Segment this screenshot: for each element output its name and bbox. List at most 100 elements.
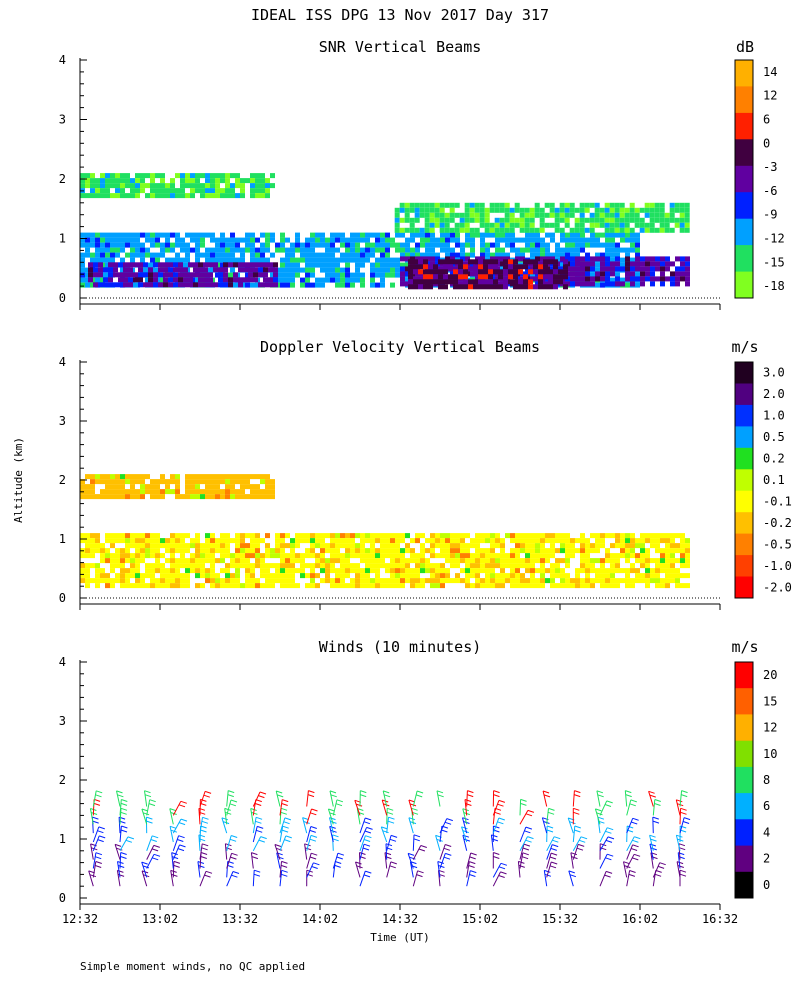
heatmap-cell (210, 563, 215, 569)
heatmap-cell (438, 269, 443, 275)
heatmap-cell (600, 558, 605, 564)
heatmap-cell (210, 247, 215, 253)
heatmap-cell (495, 247, 500, 253)
heatmap-cell (160, 242, 165, 248)
heatmap-cell (205, 489, 210, 495)
heatmap-cell (509, 217, 515, 223)
wind-barb (279, 799, 289, 816)
heatmap-cell (315, 282, 320, 288)
heatmap-cell (680, 261, 685, 267)
heatmap-cell (135, 489, 140, 495)
heatmap-cell (465, 568, 470, 574)
heatmap-cell (345, 573, 350, 579)
heatmap-cell (185, 558, 190, 564)
heatmap-cell (165, 193, 170, 199)
heatmap-cell (684, 212, 690, 218)
heatmap-cell (514, 222, 520, 228)
heatmap-cell (434, 217, 440, 223)
heatmap-cell (205, 484, 210, 490)
heatmap-cell (500, 256, 505, 262)
heatmap-cell (595, 256, 600, 262)
heatmap-cell (123, 282, 128, 288)
heatmap-cell (565, 548, 570, 554)
heatmap-cell (350, 232, 355, 238)
heatmap-cell (125, 578, 130, 584)
colorbar-swatch (735, 404, 753, 427)
heatmap-cell (105, 237, 110, 243)
heatmap-cell (455, 232, 460, 238)
heatmap-cell (634, 207, 640, 213)
heatmap-cell (424, 222, 430, 228)
heatmap-cell (560, 262, 565, 268)
heatmap-cell (280, 558, 285, 564)
heatmap-cell (660, 538, 665, 544)
heatmap-cell (609, 227, 615, 233)
heatmap-cell (473, 259, 478, 265)
heatmap-cell (150, 262, 155, 268)
heatmap-cell (200, 558, 205, 564)
heatmap-cell (240, 474, 245, 480)
heatmap-cell (375, 563, 380, 569)
heatmap-cell (469, 217, 475, 223)
heatmap-cell (185, 242, 190, 248)
heatmap-cell (649, 217, 655, 223)
heatmap-cell (453, 259, 458, 265)
colorbar-label: -15 (763, 255, 785, 269)
heatmap-cell (190, 237, 195, 243)
heatmap-cell (605, 548, 610, 554)
heatmap-cell (123, 267, 128, 273)
heatmap-cell (175, 558, 180, 564)
heatmap-cell (315, 262, 320, 268)
heatmap-cell (185, 489, 190, 495)
heatmap-cell (85, 237, 90, 243)
heatmap-cell (330, 272, 335, 278)
heatmap-cell (405, 247, 410, 253)
heatmap-cell (375, 237, 380, 243)
heatmap-cell (320, 242, 325, 248)
heatmap-cell (163, 277, 168, 283)
wind-barb (197, 861, 205, 878)
heatmap-cell (485, 563, 490, 569)
wind-barb (386, 834, 398, 851)
heatmap-cell (460, 558, 465, 564)
heatmap-cell (290, 583, 295, 589)
heatmap-cell (320, 262, 325, 268)
heatmap-cell (399, 217, 405, 223)
heatmap-cell (500, 568, 505, 574)
heatmap-cell (410, 256, 415, 262)
heatmap-cell (538, 269, 543, 275)
heatmap-cell (665, 261, 670, 267)
heatmap-cell (90, 193, 95, 199)
heatmap-cell (275, 578, 280, 584)
heatmap-cell (125, 494, 130, 500)
heatmap-cell (300, 563, 305, 569)
heatmap-cell (215, 242, 220, 248)
heatmap-cell (325, 267, 330, 273)
heatmap-cell (315, 232, 320, 238)
heatmap-cell (475, 578, 480, 584)
heatmap-cell (90, 237, 95, 243)
heatmap-cell (430, 553, 435, 559)
heatmap-cell (564, 207, 570, 213)
heatmap-cell (185, 563, 190, 569)
heatmap-cell (120, 267, 125, 273)
heatmap-cell (395, 558, 400, 564)
heatmap-cell (90, 479, 95, 485)
heatmap-cell (604, 227, 610, 233)
heatmap-cell (85, 484, 90, 490)
heatmap-cell (160, 193, 165, 199)
heatmap-cell (513, 264, 518, 270)
heatmap-cell (325, 563, 330, 569)
heatmap-cell (495, 563, 500, 569)
heatmap-cell (150, 242, 155, 248)
heatmap-cell (255, 533, 260, 539)
heatmap-cell (250, 484, 255, 490)
heatmap-cell (433, 279, 438, 285)
heatmap-cell (85, 578, 90, 584)
heatmap-cell (425, 578, 430, 584)
heatmap-cell (130, 533, 135, 539)
heatmap-cell (305, 533, 310, 539)
heatmap-cell (535, 538, 540, 544)
heatmap-cell (595, 558, 600, 564)
heatmap-cell (305, 573, 310, 579)
